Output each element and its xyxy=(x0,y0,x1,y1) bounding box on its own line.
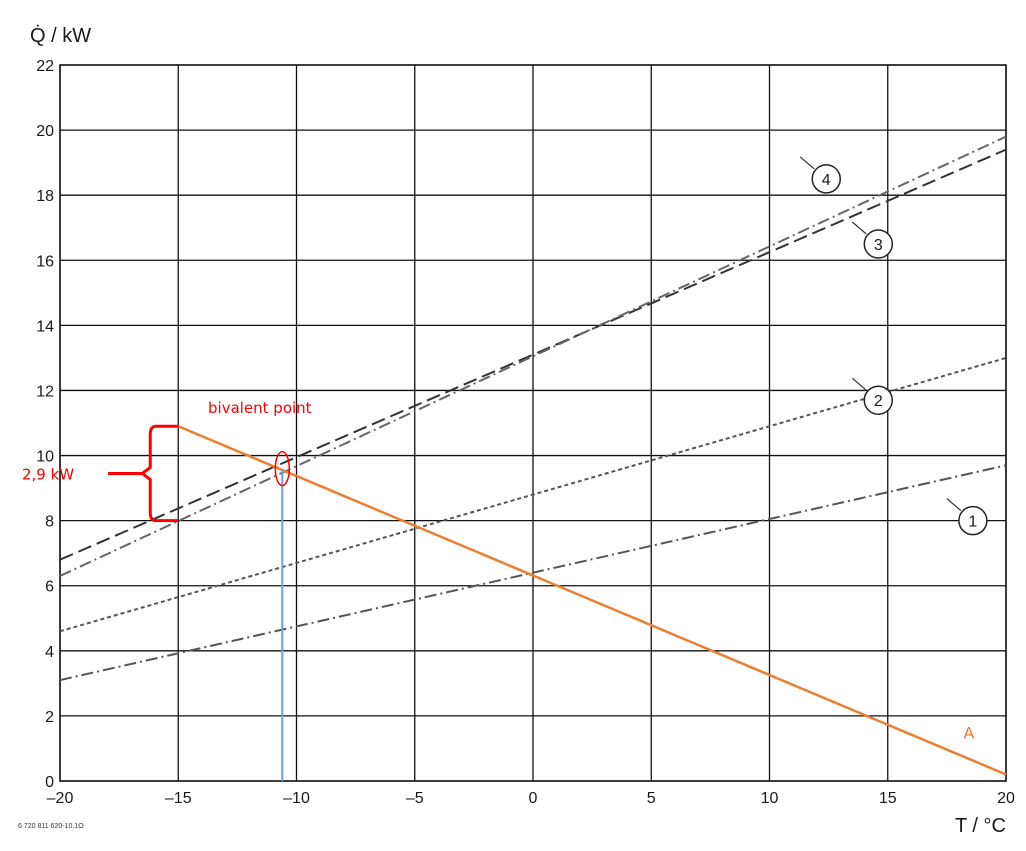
series-line-A xyxy=(177,425,1007,776)
bivalent-point-label: bivalent point xyxy=(208,399,312,417)
y-tick-label: 14 xyxy=(36,318,54,335)
bivalent-point-circle xyxy=(274,450,291,487)
y-tick-label: 10 xyxy=(36,449,54,466)
series-marker-label: 1 xyxy=(968,514,977,531)
x-tick-label: 0 xyxy=(529,790,538,807)
y-tick-label: 16 xyxy=(36,253,54,270)
series-line-2 xyxy=(59,356,1007,633)
y-tick-label: 6 xyxy=(45,579,54,596)
x-axis-title: T / °C xyxy=(955,815,1006,837)
y-tick-label: 22 xyxy=(36,58,54,75)
series-marker-circle xyxy=(958,505,988,536)
series-marker-label: 3 xyxy=(874,237,883,254)
y-tick-label: 20 xyxy=(36,123,54,140)
y-tick-label: 8 xyxy=(45,514,54,531)
x-tick-label: –5 xyxy=(406,790,424,807)
marker-leader xyxy=(851,221,867,235)
marker-leader xyxy=(851,377,867,391)
y-tick-label: 2 xyxy=(45,709,54,726)
series-marker-circle xyxy=(863,229,894,259)
marker-leader xyxy=(946,498,962,512)
gap-label: 2,9 kW xyxy=(22,465,74,483)
series-line-4 xyxy=(59,135,1007,577)
x-tick-label: –15 xyxy=(165,790,192,807)
grid xyxy=(59,64,1007,782)
y-tick-label: 0 xyxy=(45,774,54,791)
y-tick-label: 4 xyxy=(45,644,54,661)
series-line-3 xyxy=(59,148,1007,561)
figure-code: 6 720 811 620-10.1O xyxy=(18,823,84,830)
series-marker-circle xyxy=(811,164,842,194)
series-A-label: A xyxy=(963,724,974,743)
series-marker-label: 2 xyxy=(874,393,883,410)
y-tick-label: 12 xyxy=(36,383,54,400)
gap-bracket xyxy=(139,424,179,523)
x-tick-label: 5 xyxy=(647,790,656,807)
y-tick-label: 18 xyxy=(36,188,54,205)
plot-frame xyxy=(59,64,1007,782)
y-axis-title: Q̇ / kW xyxy=(30,25,91,47)
x-tick-label: –10 xyxy=(283,790,310,807)
x-tick-label: 15 xyxy=(879,790,897,807)
x-tick-label: 10 xyxy=(761,790,779,807)
series-lines xyxy=(59,135,1007,776)
series-line-1 xyxy=(59,464,1007,682)
series-marker-circle xyxy=(863,385,894,415)
x-tick-label: 20 xyxy=(997,790,1015,807)
x-tick-label: –20 xyxy=(47,790,74,807)
marker-leader xyxy=(799,156,815,170)
series-marker-label: 4 xyxy=(822,172,831,189)
